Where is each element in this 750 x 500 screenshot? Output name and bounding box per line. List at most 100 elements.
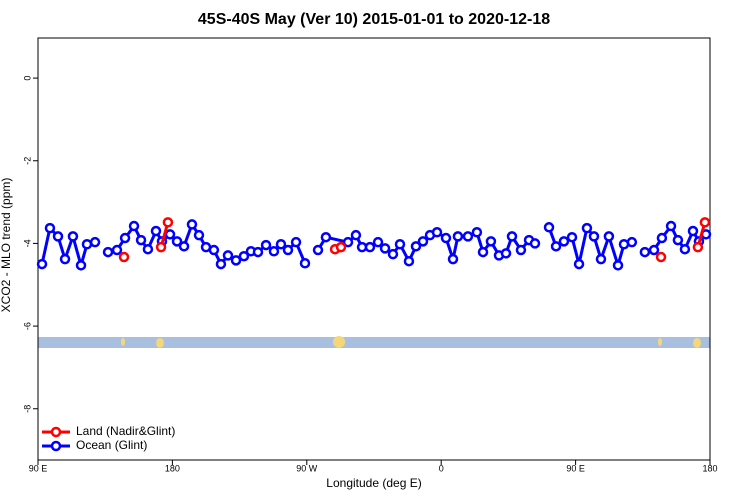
- point: [320, 231, 332, 243]
- point: [462, 231, 474, 242]
- point: [566, 231, 578, 243]
- point: [230, 255, 242, 266]
- legend-marker: [50, 426, 62, 438]
- point: [67, 231, 79, 242]
- point: [447, 253, 459, 265]
- x-tick-label: 0: [439, 463, 444, 473]
- point: [119, 232, 131, 244]
- point: [543, 222, 555, 233]
- point: [290, 236, 302, 248]
- point: [75, 260, 87, 271]
- point: [342, 236, 354, 248]
- point: [648, 244, 660, 256]
- point: [410, 241, 422, 252]
- point: [222, 250, 234, 261]
- point: [529, 238, 541, 249]
- legend-label: Ocean (Glint): [76, 438, 147, 452]
- point: [612, 260, 624, 271]
- point: [178, 241, 190, 252]
- point: [550, 241, 562, 252]
- point: [312, 244, 324, 256]
- point: [155, 241, 167, 253]
- x-axis-label: Longitude (deg E): [326, 476, 421, 490]
- plot-frame: [37, 37, 711, 461]
- point: [52, 231, 64, 242]
- y-tick-label: -6: [22, 322, 32, 330]
- point: [59, 253, 71, 265]
- y-axis-label: XCO2 - MLO trend (ppm): [0, 178, 13, 313]
- land-bit: [693, 338, 701, 348]
- point: [238, 250, 250, 262]
- point: [171, 236, 183, 247]
- x-tick-label: 90 W: [296, 463, 318, 473]
- point: [603, 231, 615, 242]
- land-bit: [333, 336, 345, 348]
- point: [252, 246, 264, 258]
- point: [44, 222, 56, 234]
- point: [500, 248, 512, 259]
- point: [260, 239, 272, 251]
- point: [142, 243, 154, 255]
- x-tick-label: 180: [702, 463, 717, 473]
- point: [81, 238, 93, 250]
- point: [506, 231, 518, 242]
- point: [655, 251, 667, 263]
- point: [268, 246, 280, 257]
- point: [128, 220, 140, 232]
- point: [162, 217, 174, 228]
- point: [89, 236, 101, 248]
- point: [477, 246, 489, 258]
- point: [692, 241, 704, 253]
- point: [186, 219, 198, 230]
- point: [387, 248, 399, 260]
- point: [335, 241, 347, 253]
- point: [452, 231, 464, 242]
- legend-marker: [50, 440, 62, 452]
- point: [403, 255, 415, 267]
- point: [135, 234, 147, 246]
- point: [275, 238, 287, 250]
- chart-title: 45S-40S May (Ver 10) 2015-01-01 to 2020-…: [198, 11, 550, 28]
- point: [111, 244, 123, 256]
- point: [364, 241, 376, 253]
- point: [215, 258, 227, 270]
- y-tick-label: -8: [22, 405, 32, 413]
- y-tick-label: -2: [22, 157, 32, 165]
- x-tick-label: 90 E: [566, 463, 585, 473]
- point: [672, 234, 684, 246]
- point: [687, 225, 699, 237]
- ocean-strip: [38, 337, 710, 348]
- x-tick-label: 180: [165, 463, 180, 473]
- point: [515, 244, 527, 256]
- point: [471, 227, 483, 238]
- point: [150, 225, 162, 237]
- point: [440, 232, 452, 244]
- point: [588, 231, 600, 242]
- point: [36, 258, 48, 270]
- point: [626, 236, 638, 248]
- point: [379, 243, 391, 254]
- point: [431, 227, 443, 238]
- point: [581, 222, 593, 234]
- point: [679, 243, 691, 255]
- point: [665, 220, 677, 232]
- y-tick-label: -4: [22, 239, 32, 247]
- point: [102, 246, 114, 258]
- point: [350, 229, 362, 241]
- legend-label: Land (Nadir&Glint): [76, 424, 175, 438]
- point: [699, 217, 711, 228]
- point: [485, 236, 497, 247]
- y-tick-label: 0: [22, 76, 32, 81]
- legend: Land (Nadir&Glint)Ocean (Glint): [42, 424, 175, 452]
- point: [372, 236, 384, 248]
- x-tick-label: 90 E: [29, 463, 48, 473]
- point: [595, 253, 607, 265]
- point: [164, 229, 176, 240]
- land-bit: [156, 338, 164, 348]
- point: [656, 232, 668, 244]
- land-bit: [658, 338, 662, 346]
- point: [193, 229, 205, 241]
- point: [208, 244, 220, 256]
- point: [394, 238, 406, 250]
